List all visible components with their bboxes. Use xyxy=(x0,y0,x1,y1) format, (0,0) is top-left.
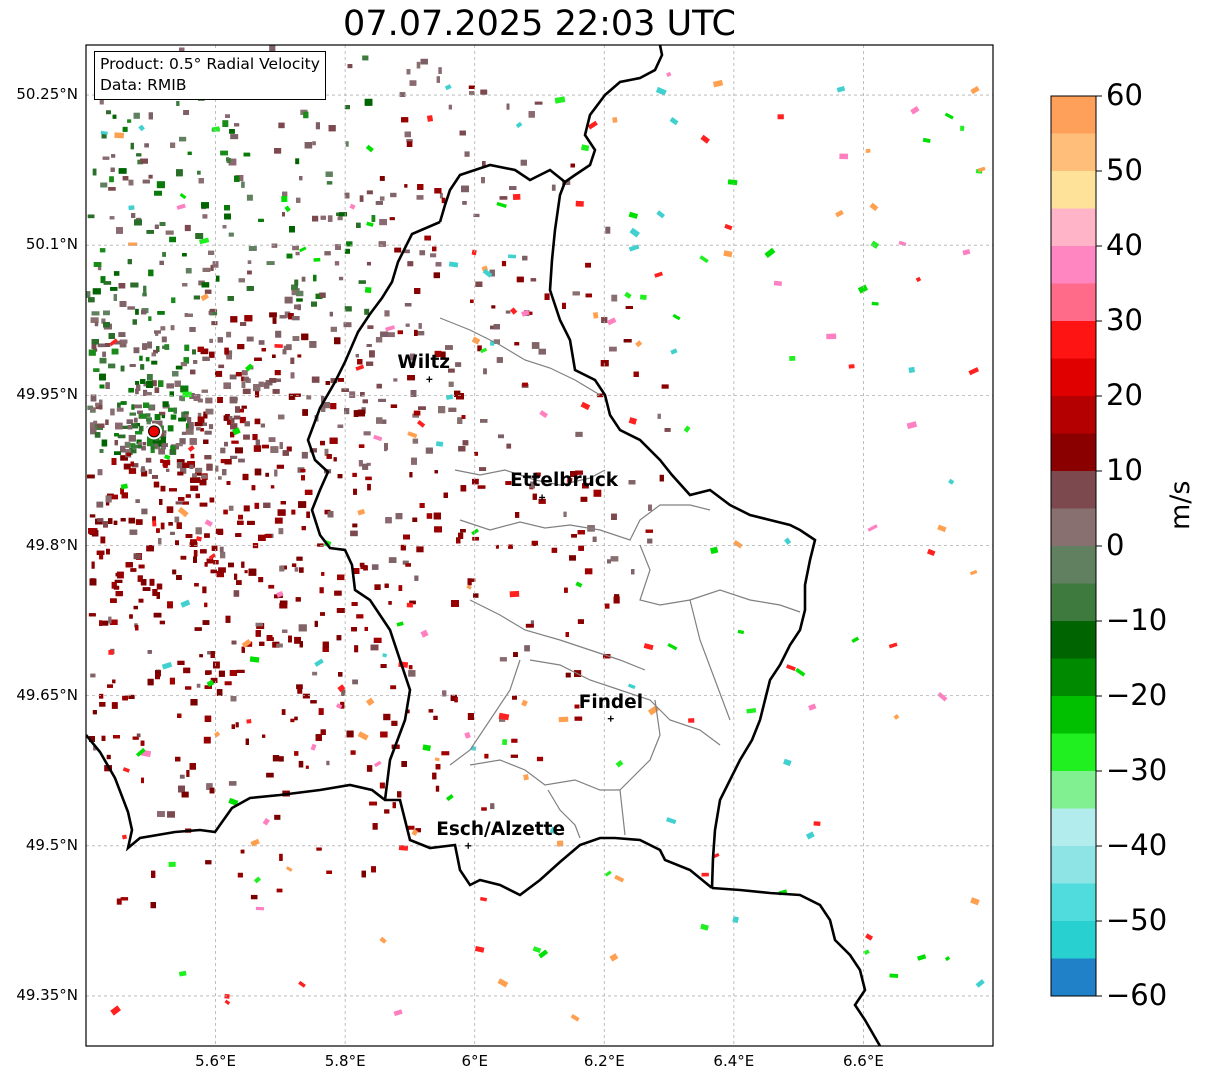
colorbar-segment xyxy=(1051,546,1096,584)
info-box: Product: 0.5° Radial Velocity Data: RMIB xyxy=(94,51,326,100)
colorbar-segment xyxy=(1051,733,1096,772)
border-belgium-luxembourg-north xyxy=(306,220,441,801)
canton-boundary xyxy=(689,599,731,721)
colorbar-tick-label: 40 xyxy=(1106,228,1143,262)
city-label: Esch/Alzette xyxy=(436,818,565,840)
lat-tick-label: 50.1°N xyxy=(25,235,78,254)
colorbar-tick-label: −50 xyxy=(1106,903,1168,937)
colorbar-segment xyxy=(1051,396,1096,434)
lat-tick-label: 49.5°N xyxy=(25,835,78,854)
colorbar-tick-label: −40 xyxy=(1106,828,1168,862)
city-label: Ettelbruck xyxy=(510,470,619,492)
lon-tick-label: 6.6°E xyxy=(843,1052,884,1070)
colorbar-segment xyxy=(1051,883,1096,922)
colorbar-tick-label: 10 xyxy=(1106,453,1143,487)
border-france-germany xyxy=(711,886,882,1046)
lat-tick-label: 49.35°N xyxy=(16,985,78,1004)
map-frame xyxy=(85,44,994,1047)
lat-tick-label: 50.25°N xyxy=(16,85,78,104)
canton-boundary xyxy=(459,504,711,541)
city-label: Findel xyxy=(578,691,644,713)
lon-tick-label: 6°E xyxy=(461,1052,488,1070)
canton-boundary xyxy=(454,469,606,486)
colorbar-segment xyxy=(1051,621,1096,659)
colorbar-segment xyxy=(1051,658,1096,697)
colorbar-tick-label: −30 xyxy=(1106,753,1168,787)
colorbar-segment xyxy=(1051,358,1096,397)
lon-tick-label: 6.4°E xyxy=(713,1052,755,1070)
canton-boundary xyxy=(529,659,721,746)
colorbar-segment xyxy=(1051,696,1096,734)
colorbar-tick-label: 60 xyxy=(1106,78,1143,112)
colorbar-segment xyxy=(1051,471,1096,509)
radar-site-layer xyxy=(146,423,163,440)
border-luxembourg-germany-east xyxy=(548,181,817,889)
colorbar-segment xyxy=(1051,808,1096,847)
colorbar-segment xyxy=(1051,433,1096,472)
colorbar-segment xyxy=(1051,208,1096,247)
colorbar-tick-label: 20 xyxy=(1106,378,1143,412)
colorbar-tick-label: 30 xyxy=(1106,303,1143,337)
border-belgium-luxembourg xyxy=(86,734,713,897)
lat-tick-label: 49.95°N xyxy=(16,385,78,404)
colorbar-segment xyxy=(1051,921,1096,959)
data-source-label: Data: RMIB xyxy=(100,76,187,94)
borders-layer xyxy=(86,45,882,1046)
colorbar-tick-label: 50 xyxy=(1106,153,1143,187)
gridlines xyxy=(86,45,993,1046)
city-label: Wiltz xyxy=(397,352,451,374)
lon-tick-label: 6.2°E xyxy=(583,1052,625,1070)
lat-tick-label: 49.65°N xyxy=(16,685,78,704)
colorbar-tick-label: −60 xyxy=(1106,978,1168,1012)
colorbar-segment xyxy=(1051,171,1096,209)
colorbar-tick-label: 0 xyxy=(1106,528,1125,562)
border-luxembourg-germany-north xyxy=(438,45,664,223)
colorbar-segment xyxy=(1051,771,1096,809)
canton-boundary xyxy=(469,599,646,671)
canton-boundary xyxy=(449,659,521,766)
canton-boundary xyxy=(469,759,620,791)
lon-tick-label: 5.6°E xyxy=(195,1052,236,1070)
colorbar-segment xyxy=(1051,508,1096,547)
canton-boundary xyxy=(439,317,601,396)
colorbar-segment xyxy=(1051,96,1096,134)
colorbar-segment xyxy=(1051,583,1096,622)
map-title: 07.07.2025 22:03 UTC xyxy=(343,4,736,44)
lon-tick-label: 5.8°E xyxy=(324,1052,366,1070)
colorbar-tick-label: −20 xyxy=(1106,678,1168,712)
city-markers xyxy=(426,376,614,849)
lat-tick-label: 49.8°N xyxy=(25,535,78,554)
canton-boundary xyxy=(619,699,661,836)
colorbar-segment xyxy=(1051,283,1096,322)
colorbar-segment xyxy=(1051,321,1096,359)
colorbar-segment xyxy=(1051,246,1096,284)
colorbar-segment xyxy=(1051,846,1096,884)
colorbar-segment xyxy=(1051,133,1096,172)
colorbar-tick-label: −10 xyxy=(1106,603,1168,637)
colorbar-segment xyxy=(1051,958,1096,997)
product-label: Product: 0.5° Radial Velocity xyxy=(100,55,320,73)
canton-boundary xyxy=(547,789,581,839)
radar-site-marker xyxy=(148,425,161,438)
radar-echo-layer xyxy=(86,45,986,1022)
colorbar-unit-label: m/s xyxy=(1165,480,1196,530)
